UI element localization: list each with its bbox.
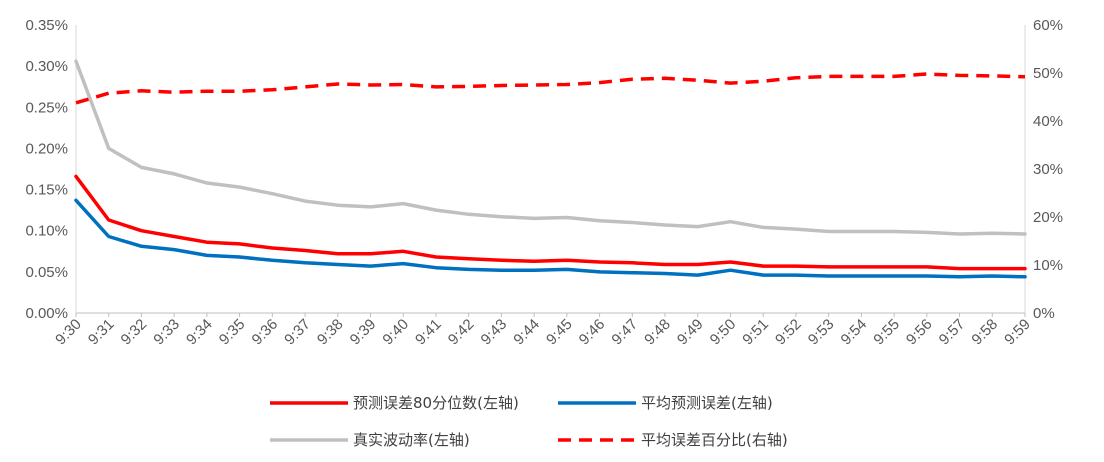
- y-left-tick-label: 0.05%: [25, 264, 68, 281]
- x-tick-label: 9:50: [707, 316, 740, 349]
- x-axis-ticks: 9:30 9:31 9:32 9:33 9:34 9:35 9:36 9:37 9:38 9:39…: [52, 313, 1034, 348]
- y-left-tick-label: 0.15%: [25, 182, 68, 199]
- x-tick-label: 9:44: [510, 316, 543, 349]
- x-tick-label: 9:54: [838, 316, 871, 349]
- x-tick-label: 9:58: [968, 316, 1001, 349]
- x-tick-label: 9:52: [772, 316, 805, 349]
- x-tick-label: 9:56: [903, 316, 936, 349]
- y-right-tick-label: 40%: [1033, 113, 1063, 130]
- x-tick-label: 9:35: [216, 316, 249, 349]
- legend: 预测误差80分位数(左轴) 平均预测误差(左轴) 真实波动率(左轴) 平均误差百分比(…: [270, 394, 788, 449]
- x-tick-label: 9:32: [118, 316, 151, 349]
- x-tick-label: 9:33: [150, 316, 183, 349]
- y-left-tick-label: 0.10%: [25, 223, 68, 240]
- y-left-tick-label: 0.25%: [25, 99, 68, 116]
- x-tick-label: 9:36: [249, 316, 282, 349]
- x-tick-label: 9:39: [347, 316, 380, 349]
- x-tick-label: 9:43: [478, 316, 511, 349]
- series-line-2: [74, 198, 1027, 279]
- y-right-tick-label: 50%: [1033, 65, 1063, 82]
- series-line-3: [74, 59, 1027, 236]
- y-right-tick-label: 60%: [1033, 17, 1063, 34]
- legend-label-4: 平均误差百分比(右轴): [641, 431, 788, 449]
- x-tick-label: 9:55: [870, 316, 903, 349]
- x-tick-label: 9:59: [1001, 316, 1034, 349]
- y-axis-left-ticks: 0.00% 0.05% 0.10% 0.15% 0.20% 0.25% 0.30% 0.35%: [25, 17, 68, 322]
- x-tick-label: 9:31: [85, 316, 118, 349]
- x-tick-label: 9:57: [936, 316, 969, 349]
- x-tick-label: 9:38: [314, 316, 347, 349]
- x-tick-label: 9:46: [576, 316, 609, 349]
- y-right-tick-label: 30%: [1033, 161, 1063, 178]
- y-left-tick-label: 0.20%: [25, 140, 68, 157]
- x-tick-label: 9:53: [805, 316, 838, 349]
- legend-label-1: 预测误差80分位数(左轴): [353, 394, 519, 412]
- legend-label-2: 平均预测误差(左轴): [641, 394, 773, 412]
- x-tick-label: 9:37: [281, 316, 314, 349]
- y-axis-right-ticks: 0% 10% 20% 30% 40% 50% 60%: [1033, 17, 1063, 322]
- series-line-1: [74, 174, 1027, 271]
- series-line-4: [75, 72, 1026, 105]
- x-tick-label: 9:51: [739, 316, 772, 349]
- y-left-tick-label: 0.30%: [25, 58, 68, 75]
- x-tick-label: 9:40: [379, 316, 412, 349]
- x-tick-label: 9:42: [445, 316, 478, 349]
- x-tick-label: 9:48: [641, 316, 674, 349]
- y-right-tick-label: 10%: [1033, 257, 1063, 274]
- y-left-tick-label: 0.00%: [25, 305, 68, 322]
- x-tick-label: 9:47: [608, 316, 641, 349]
- x-tick-label: 9:34: [183, 316, 216, 349]
- y-right-tick-label: 20%: [1033, 209, 1063, 226]
- series-layer: [74, 59, 1027, 279]
- y-right-tick-label: 0%: [1033, 305, 1055, 322]
- x-tick-label: 9:45: [543, 316, 576, 349]
- x-tick-label: 9:41: [412, 316, 445, 349]
- legend-label-3: 真实波动率(左轴): [353, 431, 470, 449]
- x-tick-label: 9:49: [674, 316, 707, 349]
- y-left-tick-label: 0.35%: [25, 17, 68, 34]
